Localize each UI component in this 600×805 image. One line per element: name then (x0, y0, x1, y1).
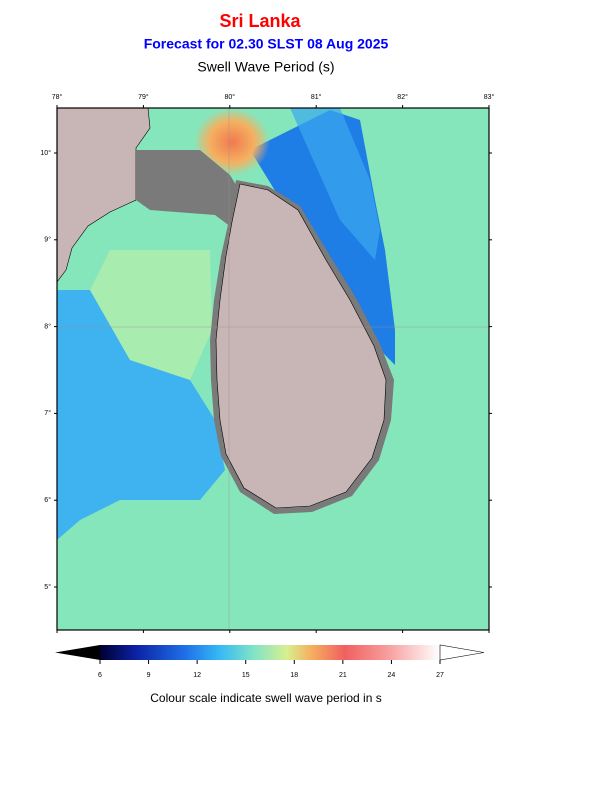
palk-bay (136, 150, 245, 230)
lon-label: 82° (397, 93, 408, 101)
colorbar-caption: Colour scale indicate swell wave period … (150, 691, 381, 705)
colorbar-label: 15 (242, 672, 250, 679)
lon-label: 79° (138, 93, 149, 101)
colorbar-label: 12 (193, 672, 201, 679)
lat-label: 10° (40, 149, 51, 157)
map (57, 108, 489, 630)
lat-label: 7° (44, 409, 51, 417)
lat-label: 6° (44, 496, 51, 504)
colorbar-label: 27 (436, 672, 444, 679)
lat-label: 8° (44, 322, 51, 330)
colorbar-label: 18 (290, 672, 298, 679)
swell-zone-east-2 (290, 108, 380, 260)
lon-label: 80° (225, 93, 236, 101)
colorbar-label: 9 (147, 672, 151, 679)
india-land (57, 108, 151, 283)
swell-zone-gulf (90, 250, 212, 380)
title: Sri Lanka (219, 11, 301, 31)
colorbar-label: 21 (339, 672, 347, 679)
lon-label: 81° (311, 93, 322, 101)
lat-label: 5° (44, 583, 51, 591)
variable: Swell Wave Period (s) (197, 59, 334, 75)
map-frame (56, 107, 490, 631)
lon-label: 78° (52, 93, 63, 101)
colorbar-low (55, 645, 100, 660)
ticks: 78° 79° 80° 81° 82° 83° 10° 9° 8° 7° 6° 5° 6 9 12 15 18 2… (40, 93, 494, 679)
subtitle: Forecast for 02.30 SLST 08 Aug 2025 (144, 36, 389, 52)
sri-lanka-land (215, 183, 387, 509)
lat-label: 9° (44, 236, 51, 244)
colorbar (100, 645, 440, 660)
lon-label: 83° (484, 93, 495, 101)
colorbar-label: 24 (388, 672, 396, 679)
swell-hotspot (194, 108, 270, 176)
colorbar-high (439, 644, 485, 661)
colorbar-label: 6 (98, 672, 102, 679)
swell-zone-west (57, 290, 225, 540)
